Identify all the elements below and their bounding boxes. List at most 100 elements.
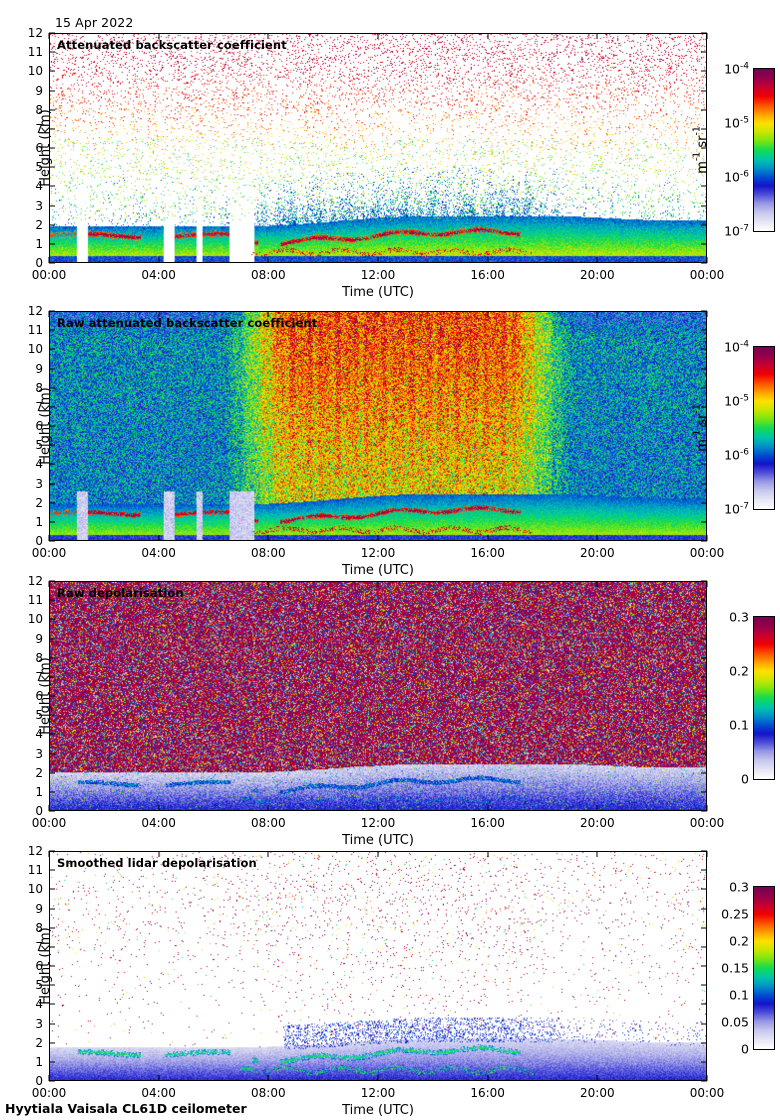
y-tick-mark xyxy=(701,128,707,130)
x-tick-label: 20:00 xyxy=(580,268,615,282)
x-tick-label: 20:00 xyxy=(580,546,615,560)
colorbar-raw-attenuated-backscatter[interactable]: 10-4 10-5 10-6 10-7 m-1 sr-1 xyxy=(692,340,775,517)
x-axis-label: Time (UTC) xyxy=(342,563,414,578)
colorbar-tick-label: 0.1 xyxy=(729,987,749,1003)
y-tick-mark xyxy=(49,638,55,639)
x-tick-label: 16:00 xyxy=(470,546,505,560)
colorbar-tick-label: 0.1 xyxy=(729,717,749,733)
x-tick-mark xyxy=(158,805,160,811)
y-tick-mark xyxy=(49,128,55,130)
colorbar-tick-label: 0.3 xyxy=(729,879,749,895)
y-tick-mark xyxy=(701,946,707,948)
y-tick-mark xyxy=(49,1080,55,1082)
y-tick-label: 2 xyxy=(35,495,43,510)
y-tick-mark xyxy=(49,927,55,929)
x-tick-mark xyxy=(158,851,160,857)
y-tick-mark xyxy=(49,185,55,187)
colorbar-attenuated-backscatter[interactable]: 10-4 10-5 10-6 10-7 m-1 sr-1 xyxy=(692,62,775,239)
y-tick-label: 11 xyxy=(27,45,43,60)
x-tick-mark xyxy=(487,257,489,263)
x-tick-mark xyxy=(267,33,269,39)
y-tick-mark xyxy=(49,70,55,72)
x-tick-label: 00:00 xyxy=(689,268,725,282)
y-tick-mark xyxy=(701,810,707,812)
x-tick-mark xyxy=(596,805,598,811)
x-tick-label: 00:00 xyxy=(31,816,67,830)
x-tick-label: 00:00 xyxy=(689,1086,725,1100)
plot-area-smoothed-lidar-depolarisation[interactable] xyxy=(49,851,707,1081)
y-tick-mark xyxy=(49,406,55,408)
x-tick-mark xyxy=(596,535,598,541)
colorbar-tick-label: 0.3 xyxy=(729,609,749,625)
x-tick-mark xyxy=(267,535,269,541)
x-tick-mark xyxy=(158,257,160,263)
y-tick-mark xyxy=(49,387,55,389)
y-tick-mark xyxy=(49,205,55,206)
y-tick-mark xyxy=(701,908,707,909)
colorbar-tick-label: 0.2 xyxy=(729,663,749,679)
y-tick-mark xyxy=(701,90,707,91)
y-tick-mark xyxy=(49,599,55,601)
y-tick-mark xyxy=(49,90,55,91)
y-tick-mark xyxy=(49,753,55,754)
x-tick-mark xyxy=(706,851,708,857)
y-tick-label: 12 xyxy=(27,574,43,588)
plot-area-raw-attenuated-backscatter[interactable] xyxy=(49,311,707,541)
x-tick-mark xyxy=(377,1075,379,1081)
x-tick-label: 00:00 xyxy=(689,546,725,560)
y-tick-label: 10 xyxy=(27,64,43,79)
y-tick-mark xyxy=(701,502,707,504)
y-tick-mark xyxy=(49,810,55,812)
x-tick-label: 04:00 xyxy=(141,816,176,830)
y-tick-mark xyxy=(701,540,707,542)
y-tick-mark xyxy=(701,638,707,639)
x-tick-mark xyxy=(267,805,269,811)
y-tick-label: 10 xyxy=(27,882,43,897)
colorbar-raw-depolarisation[interactable]: 0.3 0.2 0.1 0 xyxy=(729,610,775,787)
x-tick-mark xyxy=(377,33,379,39)
y-tick-mark xyxy=(701,888,707,890)
x-tick-label: 12:00 xyxy=(360,268,396,282)
colorbar-tick-label: 10-6 xyxy=(724,169,749,185)
y-tick-mark xyxy=(701,444,707,446)
colorbar-smoothed-lidar-depolarisation[interactable]: 0.3 0.25 0.2 0.15 0.1 0.05 0 xyxy=(721,880,775,1057)
x-tick-mark xyxy=(48,805,50,811)
x-tick-mark xyxy=(267,257,269,263)
y-tick-label: 3 xyxy=(35,476,43,491)
y-tick-label: 9 xyxy=(35,901,43,916)
y-tick-mark xyxy=(701,224,707,226)
y-tick-mark xyxy=(701,348,707,350)
x-tick-label: 16:00 xyxy=(470,816,505,830)
y-tick-label: 4 xyxy=(35,179,43,194)
x-tick-mark xyxy=(48,33,50,39)
plot-area-raw-depolarisation[interactable] xyxy=(49,581,707,811)
y-tick-label: 9 xyxy=(35,361,43,376)
y-tick-mark xyxy=(701,243,707,245)
y-tick-mark xyxy=(49,888,55,890)
y-tick-mark xyxy=(49,580,55,582)
y-tick-mark xyxy=(701,733,707,735)
y-tick-mark xyxy=(49,965,55,967)
y-tick-label: 1 xyxy=(35,784,43,799)
x-tick-label: 16:00 xyxy=(470,268,505,282)
y-tick-mark xyxy=(49,714,55,716)
colorbar-tick-label: 0 xyxy=(741,771,749,787)
y-tick-mark xyxy=(49,1003,55,1005)
y-tick-mark xyxy=(701,714,707,716)
y-tick-mark xyxy=(49,425,55,427)
y-tick-label: 8 xyxy=(35,102,43,117)
y-tick-mark xyxy=(49,483,55,484)
x-tick-label: 04:00 xyxy=(141,1086,176,1100)
plot-area-attenuated-backscatter[interactable] xyxy=(49,33,707,263)
y-tick-label: 0 xyxy=(35,534,43,548)
y-tick-mark xyxy=(701,869,707,871)
colorbar-tick-label: 0.15 xyxy=(721,960,749,976)
y-tick-mark xyxy=(701,329,707,331)
y-tick-mark xyxy=(49,984,55,986)
y-tick-mark xyxy=(49,368,55,369)
y-tick-label: 7 xyxy=(35,669,43,684)
colorbar-tick-label: 0.2 xyxy=(729,933,749,949)
y-tick-label: 9 xyxy=(35,631,43,646)
y-tick-mark xyxy=(49,166,55,168)
